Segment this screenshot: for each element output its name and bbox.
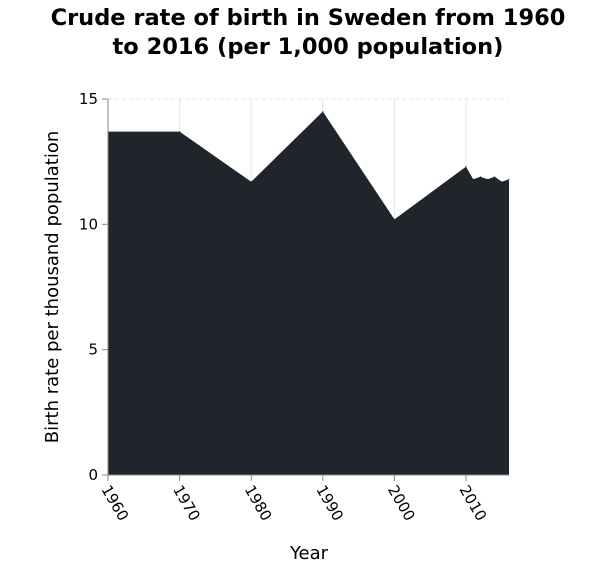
data-point — [322, 111, 324, 113]
data-point — [250, 181, 252, 183]
data-point — [508, 178, 510, 180]
plot-area — [107, 111, 510, 476]
x-tick-label: 1970 — [169, 482, 204, 524]
data-point — [465, 166, 467, 168]
data-point — [494, 176, 496, 178]
y-tick-label: 10 — [79, 215, 98, 233]
data-point — [479, 176, 481, 178]
x-axis-ticks: 1960 1970 1980 1990 2000 2010 — [98, 475, 491, 524]
area-series — [108, 111, 509, 476]
y-axis-ticks: 0 5 10 15 — [79, 90, 108, 484]
data-point — [501, 181, 503, 183]
data-point — [393, 218, 395, 220]
chart-title: Crude rate of birth in Sweden from 1960 … — [50, 5, 566, 60]
x-tick-label: 2010 — [456, 482, 491, 524]
y-tick-label: 5 — [88, 341, 98, 359]
y-tick-label: 0 — [88, 466, 98, 484]
x-tick-label: 1990 — [312, 482, 347, 524]
y-tick-label: 15 — [79, 90, 98, 108]
x-tick-label: 1960 — [98, 482, 133, 524]
data-point — [487, 178, 489, 180]
axes — [107, 99, 509, 476]
x-tick-label: 1980 — [241, 482, 276, 524]
y-axis-label: Birth rate per thousand population — [42, 131, 63, 443]
x-axis-label: Year — [289, 543, 329, 564]
data-point — [472, 178, 474, 180]
data-point — [179, 131, 181, 133]
x-tick-label: 2000 — [384, 482, 419, 524]
